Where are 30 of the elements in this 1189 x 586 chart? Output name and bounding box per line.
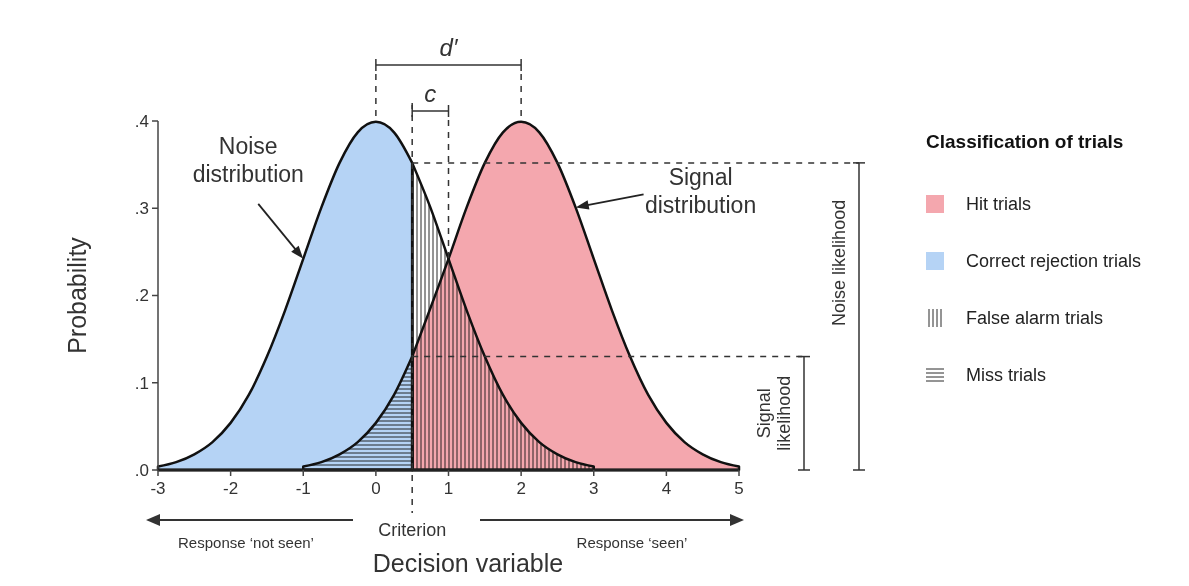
x-tick-label: 1: [443, 479, 454, 498]
legend-label: Correct rejection trials: [966, 251, 1142, 272]
x-tick-label: -2: [223, 479, 239, 498]
y-tick-label: .4: [134, 111, 149, 131]
y-tick-label: .1: [134, 373, 149, 393]
y-tick-label: .2: [134, 286, 149, 306]
legend-label: Miss trials: [966, 365, 1046, 386]
x-axis-title: Decision variable: [372, 549, 564, 577]
annotation: Noise distribution: [192, 132, 304, 187]
annotation: Signal distribution: [644, 164, 757, 219]
legend-label: False alarm trials: [966, 308, 1104, 329]
text: d′: [439, 34, 459, 61]
ref-line-label: Criterion: [378, 520, 447, 540]
annotation: c: [424, 80, 437, 107]
x-tick-label: -1: [295, 479, 311, 498]
y-tick-label: .3: [134, 199, 149, 219]
text: Response ‘not seen’: [178, 534, 314, 551]
x-tick-label: -3: [150, 479, 166, 498]
y-axis-title: Probability: [63, 236, 91, 354]
legend-title: Classification of trials: [926, 131, 1124, 152]
ref-line-label: Noise likelihood: [829, 199, 849, 326]
y-tick-label: .0: [134, 460, 149, 480]
legend-label: Hit trials: [966, 194, 1032, 215]
x-tick-label: 5: [734, 479, 744, 498]
x-tick-label: 3: [589, 479, 599, 498]
x-tick-label: 0: [371, 479, 381, 498]
x-tick-label: 2: [516, 479, 526, 498]
x-tick-label: 4: [661, 479, 672, 498]
ref-line-label: Signal likelihood: [754, 375, 794, 451]
text: Response ‘seen’: [576, 534, 688, 551]
